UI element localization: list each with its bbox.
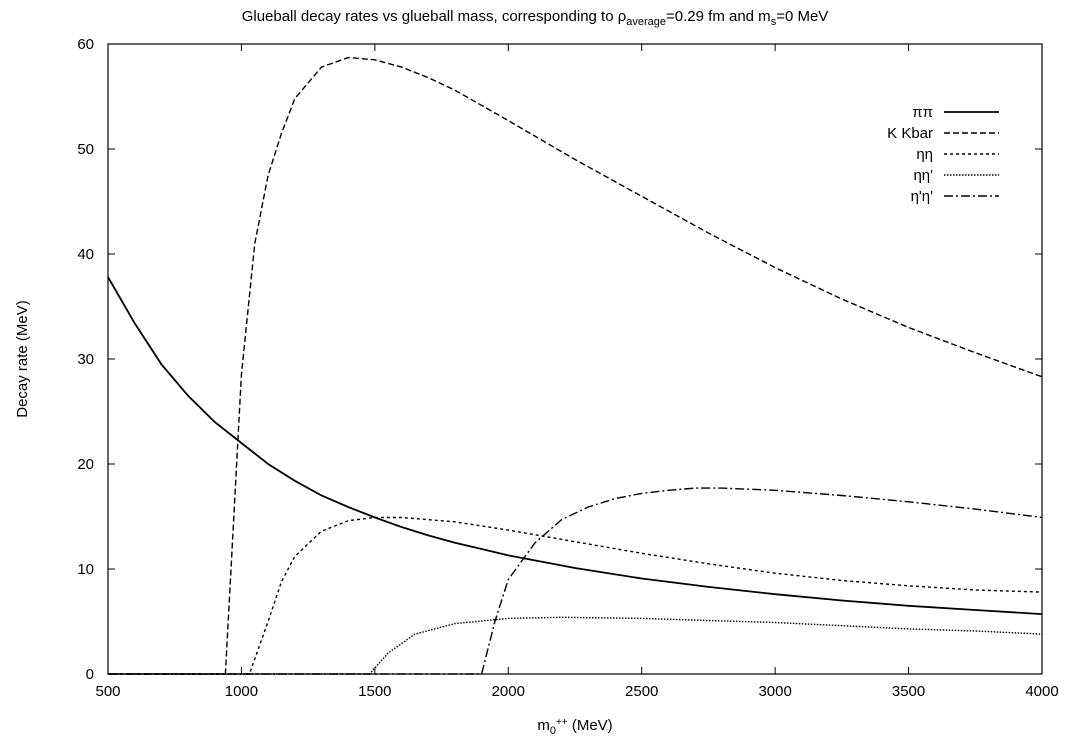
y-tick-label: 10 [77, 561, 94, 578]
y-tick-label: 40 [77, 246, 94, 263]
legend-label: ηη [916, 146, 933, 163]
x-tick-label: 500 [95, 683, 120, 700]
x-tick-label: 1000 [225, 683, 258, 700]
series-etaprimeetaprime-line [108, 487, 1043, 675]
x-axis-label-unit: (MeV) [568, 717, 613, 734]
y-tick-label: 50 [77, 141, 94, 158]
x-tick-label: 2500 [625, 683, 658, 700]
legend-label: ηη' [913, 167, 933, 184]
title-suffix: =0 MeV [776, 8, 828, 25]
title-ms-subscript: s [771, 16, 777, 28]
x-tick-label: 3000 [758, 683, 791, 700]
series-k-kbar-line [108, 56, 1043, 675]
y-tick-label: 30 [77, 351, 94, 368]
x-axis-label: m0++ (MeV) [537, 717, 612, 737]
x-axis-label-base: m [537, 717, 550, 734]
tick-labels: 500 1000 1500 2000 2500 3000 3500 4000 0 10 20 30 40… [77, 36, 1058, 700]
y-axis-label: Decay rate (MeV) [14, 300, 31, 418]
legend-label: K Kbar [887, 125, 933, 142]
chart-title: Glueball decay rates vs glueball mass, c… [242, 8, 829, 28]
x-axis-label-sub: 0 [550, 725, 556, 737]
x-axis-label-sup: ++ [556, 717, 568, 728]
y-tick-label: 60 [77, 36, 94, 53]
x-tick-label: 2000 [492, 683, 525, 700]
y-tick-label: 20 [77, 456, 94, 473]
title-rho-subscript: average [626, 16, 666, 28]
series-pipi-line [107, 276, 1043, 615]
axis-ticks [107, 43, 1043, 675]
title-mid: =0.29 fm and m [666, 8, 771, 25]
series-etaetaprime-line [108, 616, 1043, 675]
legend: ππ K Kbar ηη ηη' η'η' [887, 104, 999, 205]
x-tick-label: 3500 [892, 683, 925, 700]
title-prefix: Glueball decay rates vs glueball mass, c… [242, 8, 627, 25]
x-tick-label: 1500 [358, 683, 391, 700]
legend-label: ππ [912, 104, 933, 121]
series-etaeta-line [108, 516, 1043, 675]
series-lines [107, 56, 1043, 675]
x-tick-label: 4000 [1025, 683, 1058, 700]
y-tick-label: 0 [86, 666, 94, 683]
legend-label: η'η' [911, 188, 934, 205]
